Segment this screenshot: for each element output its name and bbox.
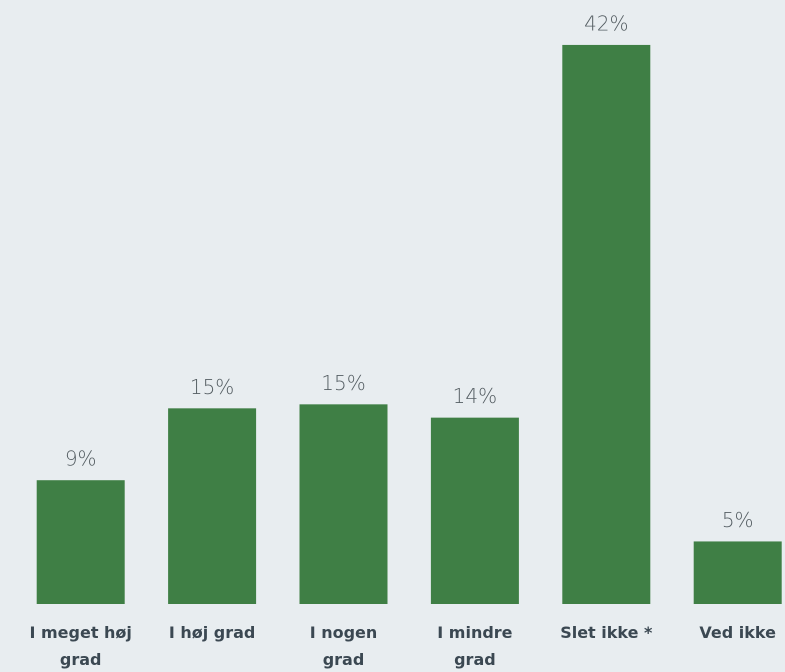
bar (430, 417, 519, 604)
bar (168, 408, 257, 604)
bar (36, 480, 125, 604)
x-tick-label: Ved ikke (699, 623, 776, 642)
x-tick-label: Slet ikke * (560, 623, 653, 642)
x-tick-label: I meget høj grad (29, 623, 131, 669)
value-label: 9% (65, 447, 97, 471)
bar (693, 541, 782, 604)
x-tick-label: I høj grad (169, 623, 256, 642)
value-label: 5% (722, 508, 754, 532)
value-label: 15% (321, 371, 365, 395)
bar (299, 404, 388, 604)
value-label: 14% (453, 384, 497, 408)
x-tick-label: I mindre grad (437, 623, 512, 669)
value-label: 42% (584, 11, 628, 35)
bar (562, 44, 651, 604)
value-label: 15% (190, 375, 234, 399)
x-tick-label: I nogen grad (310, 623, 378, 669)
